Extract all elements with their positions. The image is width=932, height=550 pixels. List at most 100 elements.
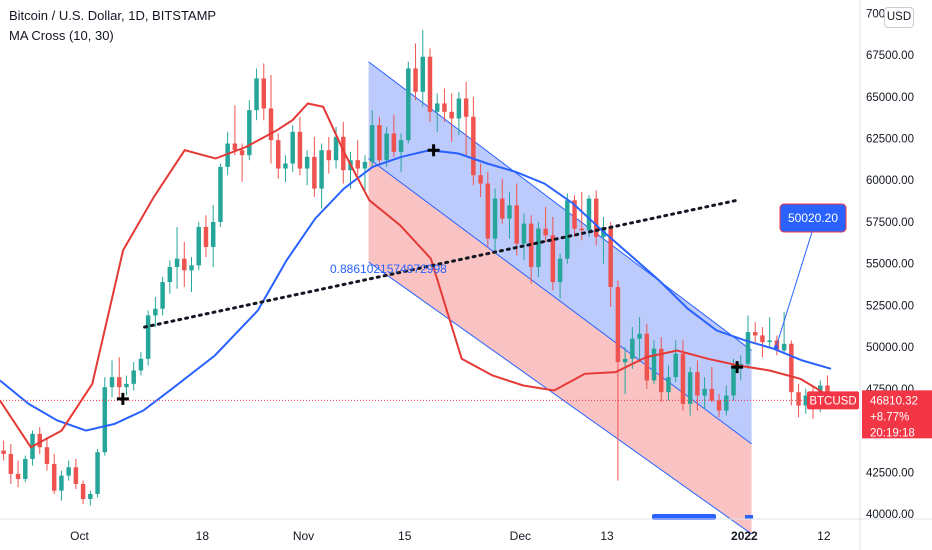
time-axis[interactable]: Oct 18 Nov 15 Dec 13 2022 12 xyxy=(70,529,831,543)
candle-body xyxy=(478,175,483,184)
candle-body xyxy=(153,308,158,316)
candle-body xyxy=(442,103,447,112)
candle-body xyxy=(377,125,382,161)
candle-body xyxy=(557,258,563,283)
candle-body xyxy=(724,395,729,411)
candle-body xyxy=(239,150,245,156)
candle-body xyxy=(420,56,426,92)
callout-pointer xyxy=(775,231,813,348)
candle-body xyxy=(138,358,144,371)
candle-body xyxy=(95,452,100,494)
candle-body xyxy=(507,205,512,219)
candle-body xyxy=(398,140,404,152)
callout-box xyxy=(779,203,847,233)
candle-body xyxy=(630,338,635,359)
price-change: +8.77% xyxy=(870,411,909,423)
candle-body xyxy=(781,343,787,351)
candle-body xyxy=(413,68,418,92)
price-axis[interactable]: 40000.0042500.0045000.0047500.0050000.00… xyxy=(866,8,914,521)
candle-body xyxy=(160,282,165,309)
candle-body xyxy=(492,198,498,239)
candle-body xyxy=(550,235,556,283)
candle-body xyxy=(471,116,476,176)
regression-channel[interactable] xyxy=(368,61,752,535)
candle-body xyxy=(117,377,122,388)
candle-body xyxy=(15,473,21,479)
candle-body xyxy=(37,433,42,448)
price-tick-label: 62500.00 xyxy=(866,134,914,146)
last-price-tag xyxy=(862,390,932,439)
candle-body xyxy=(73,467,79,484)
candle-body xyxy=(500,198,505,219)
time-tick-label: 13 xyxy=(600,529,614,543)
candle-body xyxy=(622,358,628,363)
candle-body xyxy=(297,131,303,169)
candle-body xyxy=(434,103,440,112)
time-tick-label: 12 xyxy=(817,529,831,543)
candlestick-series xyxy=(1,30,830,506)
time-tick-label: 2022 xyxy=(731,529,758,543)
candle-body xyxy=(695,372,700,396)
candle-body xyxy=(803,395,809,406)
candle-body xyxy=(312,156,317,189)
time-tick-label: Nov xyxy=(293,529,314,543)
candle-body xyxy=(44,447,50,464)
candle-body xyxy=(760,335,765,343)
candle-body xyxy=(514,205,519,244)
candle-body xyxy=(427,56,433,112)
candle-body xyxy=(463,98,469,117)
bar-countdown: 20:19:18 xyxy=(870,427,915,439)
time-tick-label: 15 xyxy=(398,529,412,543)
candle-body xyxy=(593,198,599,237)
price-tick-label: 55000.00 xyxy=(866,259,914,271)
candle-body xyxy=(384,133,389,161)
candle-body xyxy=(333,136,339,161)
price-tick-label: 52500.00 xyxy=(866,300,914,312)
candle-body xyxy=(536,228,541,268)
candle-body xyxy=(261,78,267,109)
candle-body xyxy=(579,228,585,231)
candle-body xyxy=(109,377,115,388)
candle-body xyxy=(572,200,577,229)
candle-body xyxy=(702,388,707,396)
candle-body xyxy=(586,198,592,231)
currency-button[interactable]: USD xyxy=(884,7,914,28)
candle-body xyxy=(232,143,238,151)
candle-body xyxy=(709,388,715,401)
candle-body xyxy=(290,131,295,164)
candle-body xyxy=(1,450,6,454)
ma-cross-marker xyxy=(116,392,129,405)
candle-body xyxy=(666,377,671,393)
candle-body xyxy=(659,348,664,393)
candle-body xyxy=(203,226,209,247)
candle-body xyxy=(528,223,534,268)
candle-body xyxy=(182,258,187,271)
candle-body xyxy=(615,287,621,363)
ma-fast-line xyxy=(0,102,832,449)
time-tick-label: 18 xyxy=(196,529,210,543)
candle-body xyxy=(268,108,274,141)
candle-body xyxy=(59,475,64,491)
callout-anchor xyxy=(774,345,778,350)
candle-body xyxy=(716,400,722,411)
candle-body xyxy=(88,493,93,499)
candle-body xyxy=(124,383,129,388)
channel-line xyxy=(368,261,752,535)
candle-body xyxy=(796,392,801,406)
candle-body xyxy=(102,387,108,453)
candle-body xyxy=(254,78,259,111)
candle-body xyxy=(789,343,794,393)
indicator-legend[interactable]: MA Cross (10, 30) xyxy=(9,28,114,43)
candle-body xyxy=(131,370,136,384)
callout-value: 50020.20 xyxy=(788,211,838,225)
candle-body xyxy=(738,363,743,366)
chart-title: Bitcoin / U.S. Dollar, 1D, BITSTAMP xyxy=(9,8,217,23)
channel-upper-zone xyxy=(368,61,752,444)
ma-cross-marker xyxy=(731,361,744,374)
candle-body xyxy=(767,340,772,343)
candle-body xyxy=(304,156,310,169)
candle-body xyxy=(210,221,216,247)
candle-body xyxy=(247,110,252,156)
channel-line xyxy=(368,61,752,351)
